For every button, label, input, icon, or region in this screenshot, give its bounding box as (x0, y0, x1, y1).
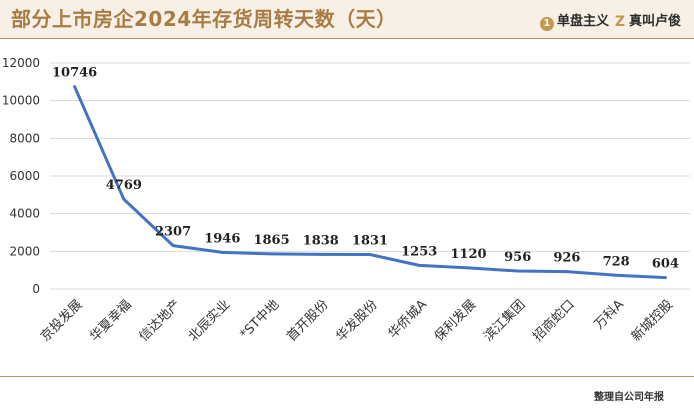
data-point (516, 269, 520, 273)
data-label: 2307 (155, 225, 191, 240)
x-tick-label: 首开股份 (284, 297, 331, 344)
z-logo-icon: Z (614, 14, 626, 30)
x-tick-label: 北辰实业 (186, 297, 233, 344)
data-point (565, 270, 569, 274)
y-tick-label: 0 (32, 282, 40, 296)
header-bar: 部分上市房企2024年存货周转天数（天） 1 单盘主义 Z 真叫卢俊 (0, 0, 694, 38)
x-tick-label: 华发股份 (333, 297, 381, 345)
data-label: 956 (504, 250, 531, 265)
y-tick-label: 6000 (9, 169, 40, 183)
brand-primary-label: 单盘主义 (557, 14, 610, 29)
brand-secondary-label: 真叫卢俊 (629, 14, 682, 29)
x-tick-label: 万科A (592, 297, 627, 332)
brand-primary: 1 单盘主义 (540, 10, 609, 31)
data-point (171, 244, 175, 248)
header-divider (0, 38, 694, 39)
circle-1-icon: 1 (540, 17, 554, 31)
line-chart: 0 2000 4000 6000 8000 10000 12000 10746 4769 2307… (2, 56, 690, 345)
data-label: 10746 (52, 66, 97, 81)
source-note: 整理自公司年报 (594, 392, 664, 403)
data-point (270, 252, 274, 256)
x-tick-label: 保利发展 (431, 297, 479, 345)
y-tick-label: 4000 (9, 207, 40, 221)
data-label: 604 (652, 257, 679, 272)
data-point (663, 276, 667, 280)
x-tick-label: 招商蛇口 (530, 297, 577, 344)
x-tick-label: *ST中地 (237, 297, 282, 342)
y-tick-label: 12000 (2, 56, 40, 70)
data-point (417, 263, 421, 267)
data-point (614, 273, 618, 277)
data-label: 1831 (352, 234, 388, 249)
data-point (122, 197, 126, 201)
data-point (368, 253, 372, 257)
data-label: 1865 (253, 233, 289, 248)
x-tick-label: 华夏幸福 (87, 297, 134, 344)
x-tick-label: 滨江集团 (480, 297, 528, 345)
chart-title: 部分上市房企2024年存货周转天数（天） (11, 7, 397, 31)
data-label: 1120 (450, 247, 486, 262)
data-label: 1253 (401, 244, 437, 259)
data-point (73, 85, 77, 89)
footer-divider (0, 376, 694, 377)
data-label: 4769 (106, 178, 142, 193)
data-point (466, 266, 470, 270)
data-label: 1838 (303, 233, 339, 248)
series-line (73, 85, 666, 280)
x-tick-label: 京投发展 (37, 297, 85, 345)
x-tick-label: 信达地产 (137, 297, 184, 344)
data-label: 1946 (204, 231, 240, 246)
data-point (319, 252, 323, 256)
x-tick-label: 新城控股 (628, 297, 676, 345)
y-tick-label: 2000 (9, 244, 40, 258)
y-tick-label: 8000 (9, 131, 40, 145)
brand-secondary: Z 真叫卢俊 (614, 10, 681, 29)
data-point (220, 250, 224, 254)
data-label: 926 (553, 251, 580, 266)
y-tick-label: 10000 (2, 94, 40, 108)
x-tick-label: 华侨城A (386, 297, 431, 342)
data-label: 728 (603, 254, 630, 269)
